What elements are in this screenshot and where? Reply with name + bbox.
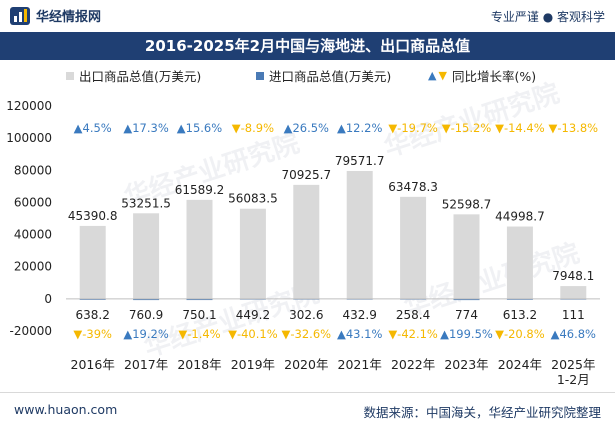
export-bar — [79, 225, 106, 299]
x-tick-label: 2024年 — [498, 357, 542, 372]
import-data-label: 613.2 — [503, 308, 537, 322]
growth-up-icon: ▲ — [428, 69, 437, 82]
export-bar — [239, 208, 266, 299]
export-growth-label: ▼-13.8% — [549, 121, 599, 135]
brand-name: 华经情报网 — [36, 10, 102, 25]
x-tick-label: 2016年 — [71, 357, 115, 372]
import-growth-label: ▼-20.8% — [495, 327, 545, 341]
x-tick-label: 2019年 — [231, 357, 275, 372]
import-data-label: 760.9 — [129, 308, 163, 322]
legend-item-export: 出口商品总值(万美元) — [66, 66, 201, 85]
import-growth-label: ▲43.1% — [337, 327, 382, 341]
import-data-label: 750.1 — [182, 308, 216, 322]
export-growth-label: ▼-14.4% — [495, 121, 545, 135]
export-data-label: 63478.3 — [388, 180, 438, 194]
top-bar: 华经情报网 专业严谨 ● 客观科学 — [0, 0, 615, 30]
import-data-label: 258.4 — [396, 308, 430, 322]
chart-title: 2016-2025年2月中国与海地进、出口商品总值 — [144, 37, 471, 55]
import-growth-label: ▼-32.6% — [282, 327, 332, 341]
export-growth-label: ▲15.6% — [177, 121, 222, 135]
y-tick-label: 0 — [44, 292, 52, 306]
import-growth-label: ▲19.2% — [123, 327, 168, 341]
import-bar — [453, 298, 480, 301]
import-data-label: 432.9 — [343, 308, 377, 322]
y-tick-label: 60000 — [14, 195, 52, 209]
export-growth-label: ▲17.3% — [123, 121, 168, 135]
x-tick-label: 2017年 — [124, 357, 168, 372]
x-tick-label: 2020年 — [284, 357, 328, 372]
export-bar — [293, 184, 320, 299]
import-data-label: 638.2 — [76, 308, 110, 322]
legend-swatch-export — [66, 71, 74, 80]
export-data-label: 61589.2 — [175, 183, 225, 197]
export-data-label: 7948.1 — [552, 269, 594, 283]
y-tick-label: 40000 — [14, 228, 52, 242]
bar-chart: 120000 100000 80000 60000 40000 20000 0 -20000 4… — [6, 99, 600, 387]
y-tick-label: -20000 — [9, 324, 52, 338]
import-growth-label: ▼-40.1% — [228, 327, 278, 341]
import-growth-label: ▼-39% — [73, 327, 112, 341]
x-tick-label: 2021年 — [338, 357, 382, 372]
import-growth-label: ▼-1.4% — [178, 327, 220, 341]
x-tick-label: 2018年 — [177, 357, 221, 372]
export-bar — [506, 226, 533, 299]
growth-down-icon: ▼ — [438, 69, 447, 82]
export-data-label: 44998.7 — [495, 210, 545, 224]
legend-label-export: 出口商品总值(万美元) — [79, 69, 202, 84]
legend-item-import: 进口商品总值(万美元) — [256, 66, 391, 85]
x-tick-label: 2023年 — [444, 357, 488, 372]
export-data-label: 52598.7 — [442, 197, 492, 211]
import-data-label: 111 — [562, 308, 585, 322]
import-growth-label: ▲199.5% — [440, 327, 493, 341]
x-tick-label: 2025年 — [551, 357, 595, 372]
data-source: 数据来源：中国海关，华经产业研究院整理 — [363, 405, 601, 420]
export-data-label: 56083.5 — [228, 192, 278, 206]
website-link[interactable]: www.huaon.com — [14, 402, 118, 417]
export-growth-label: ▲12.2% — [337, 121, 382, 135]
export-data-label: 70925.7 — [281, 168, 331, 182]
x-tick-label: 1-2月 — [557, 372, 590, 387]
brand-logo-icon — [10, 6, 30, 25]
y-tick-label: 80000 — [14, 163, 52, 177]
title-bar: 2016-2025年2月中国与海地进、出口商品总值 — [0, 32, 615, 60]
import-data-label: 449.2 — [236, 308, 270, 322]
import-growth-label: ▲46.8% — [551, 327, 596, 341]
export-bar — [133, 213, 160, 299]
tagline: 专业严谨 ● 客观科学 — [490, 10, 605, 24]
export-growth-label: ▼-19.7% — [388, 121, 438, 135]
x-tick-label: 2022年 — [391, 357, 435, 372]
y-tick-label: 20000 — [14, 260, 52, 274]
export-data-label: 45390.8 — [68, 209, 118, 223]
legend: 出口商品总值(万美元) 进口商品总值(万美元) ▲ ▼ 同比增长率(%) — [0, 66, 615, 88]
export-bar — [560, 286, 587, 299]
footer: www.huaon.com 数据来源：中国海关，华经产业研究院整理 — [0, 392, 615, 427]
import-bar — [133, 298, 160, 301]
export-growth-label: ▼-15.2% — [442, 121, 492, 135]
legend-label-import: 进口商品总值(万美元) — [269, 69, 392, 84]
export-data-label: 79571.7 — [335, 154, 385, 168]
export-data-label: 53251.5 — [121, 196, 171, 210]
legend-swatch-import — [256, 71, 264, 80]
legend-label-growth: 同比增长率(%) — [451, 69, 537, 84]
export-bar — [346, 170, 373, 299]
legend-item-growth: ▲ ▼ 同比增长率(%) — [428, 66, 536, 85]
export-growth-label: ▲26.5% — [284, 121, 329, 135]
import-data-label: 774 — [455, 308, 478, 322]
export-bar — [453, 214, 480, 299]
export-growth-label: ▲4.5% — [74, 121, 112, 135]
import-growth-label: ▼-42.1% — [388, 327, 438, 341]
import-bar — [79, 298, 106, 300]
import-data-label: 302.6 — [289, 308, 323, 322]
import-bar — [186, 298, 213, 301]
y-tick-label: 120000 — [6, 99, 52, 113]
y-tick-label: 100000 — [6, 131, 52, 145]
brand[interactable]: 华经情报网 — [10, 6, 101, 25]
export-bar — [400, 196, 427, 299]
export-bar — [186, 199, 213, 299]
export-growth-label: ▼-8.9% — [232, 121, 274, 135]
